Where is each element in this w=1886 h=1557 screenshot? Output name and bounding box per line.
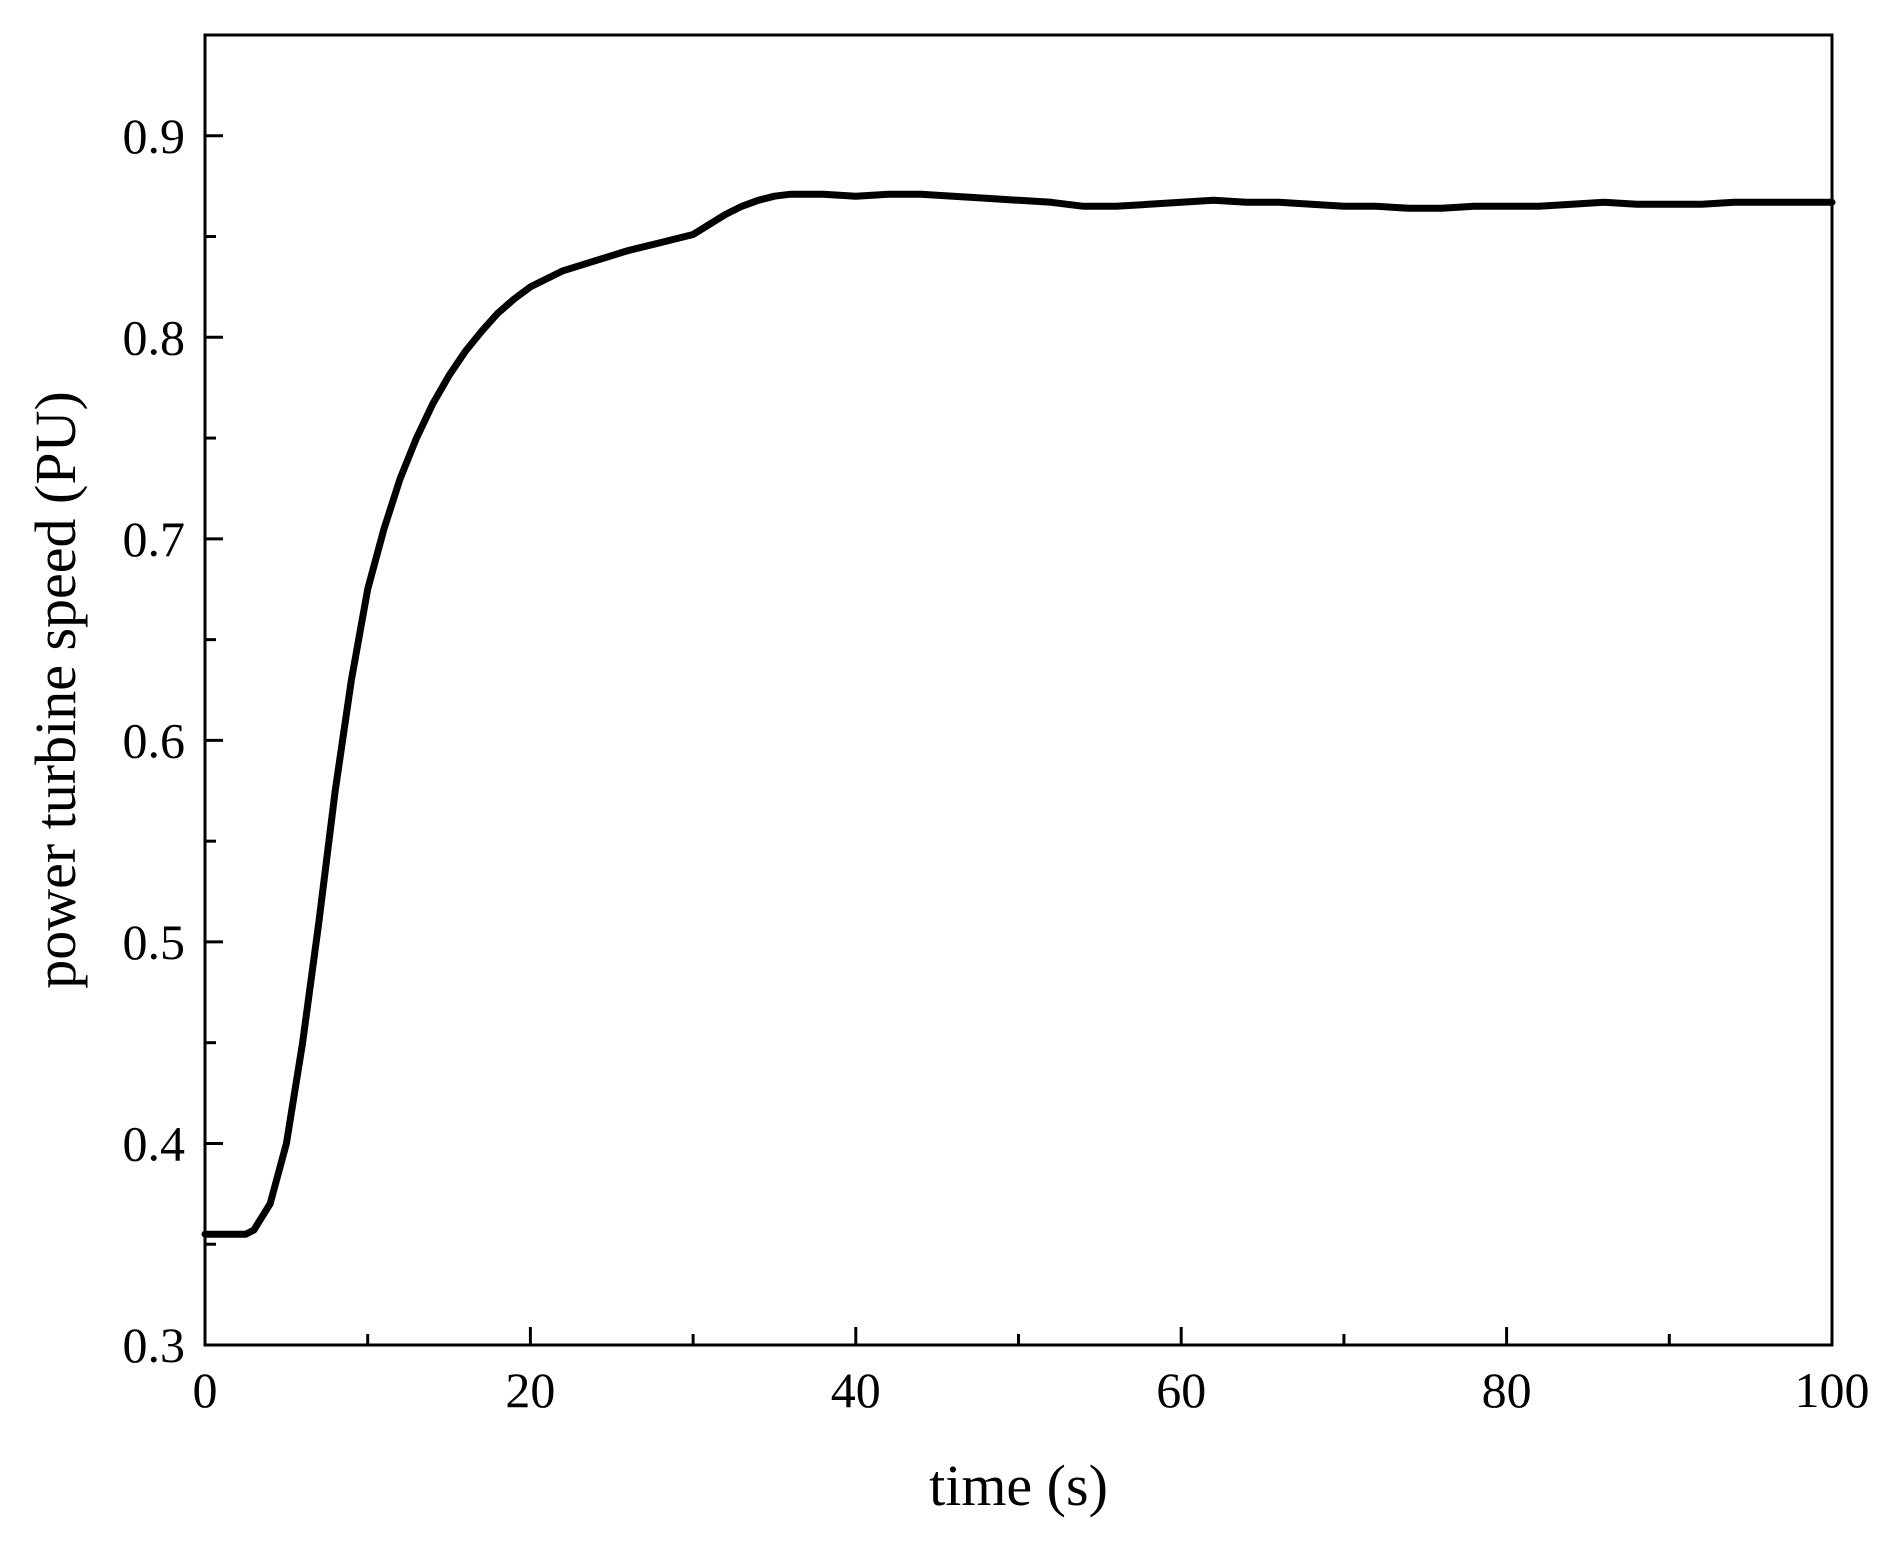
y-tick-label: 0.6 bbox=[123, 712, 186, 768]
y-tick-label: 0.7 bbox=[123, 511, 186, 567]
tick-labels-layer: 0 20 40 60 80 100 0.3 0.4 0.5 0.6 0.7 0.8 0.9 bbox=[123, 108, 1870, 1418]
x-tick-label: 20 bbox=[505, 1362, 555, 1418]
y-tick-label: 0.9 bbox=[123, 108, 186, 164]
x-axis-title: time (s) bbox=[929, 1453, 1108, 1518]
y-axis-title: power turbine speed (PU) bbox=[23, 391, 88, 989]
y-tick-label: 0.8 bbox=[123, 309, 186, 365]
x-tick-label: 60 bbox=[1156, 1362, 1206, 1418]
y-tick-label: 0.3 bbox=[123, 1317, 186, 1373]
x-tick-label: 40 bbox=[831, 1362, 881, 1418]
x-tick-label: 100 bbox=[1795, 1362, 1870, 1418]
plot-frame bbox=[203, 33, 1834, 1347]
series-line bbox=[201, 190, 1836, 1238]
x-tick-label: 80 bbox=[1482, 1362, 1532, 1418]
y-tick-label: 0.4 bbox=[123, 1115, 186, 1171]
y-tick-label: 0.5 bbox=[123, 914, 186, 970]
x-tick-label: 0 bbox=[193, 1362, 218, 1418]
